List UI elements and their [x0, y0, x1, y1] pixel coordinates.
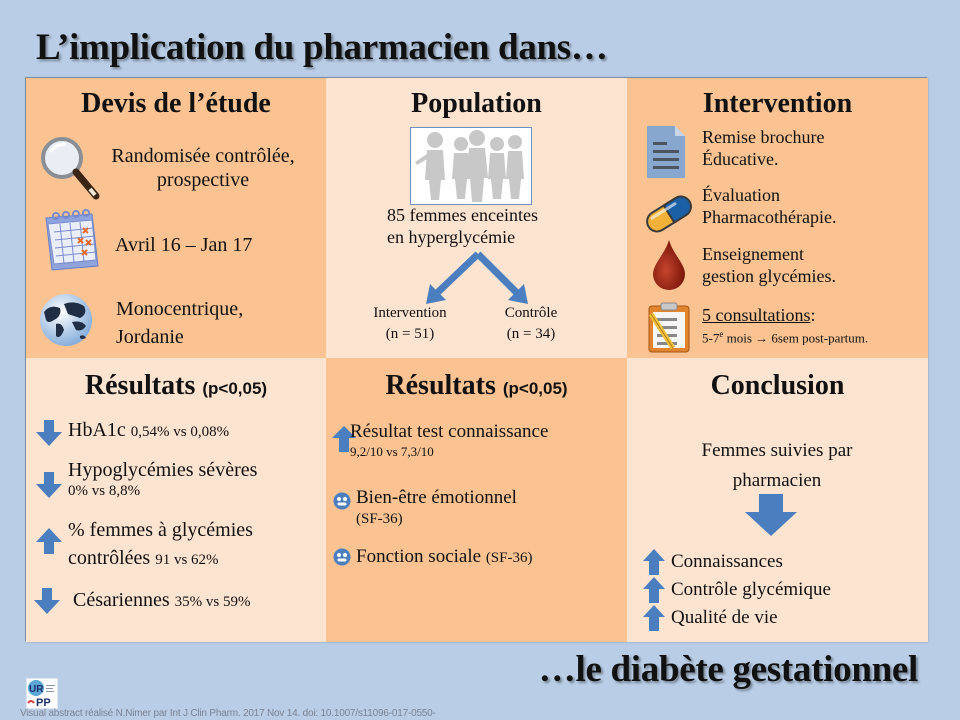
devis-title: Devis de l’étude: [81, 88, 271, 119]
result-cesariennes: Césariennes 35% vs 59%: [73, 589, 251, 611]
devis-period-text: Avril 16 – Jan 17: [115, 234, 253, 256]
globe-icon: [38, 292, 94, 353]
split-arrow-icon: [426, 250, 530, 311]
intervention-title: Intervention: [702, 88, 853, 119]
conclusion-statement: Femmes suivies par pharmacien: [701, 440, 853, 491]
result-glycemies-controlees: % femmes à glycémies contrôlées 91 vs 62…: [68, 519, 253, 569]
cell-population: Population 85 femmes enceintes en hyperg…: [326, 78, 627, 358]
document-icon: [645, 124, 687, 185]
clipboard-icon: [647, 302, 691, 358]
conclusion-item: Qualité de vie: [643, 604, 831, 632]
blood-drop-icon: [651, 238, 687, 295]
branch-intervention: Intervention (n = 51): [373, 305, 447, 342]
face-icon: [333, 548, 351, 571]
resultats2-title: Résultats (p<0,05): [385, 370, 568, 401]
conclusion-item: Connaissances: [643, 548, 831, 576]
intervention-item-consultations: 5 consultations: 5-7e mois → 6sem post-p…: [702, 305, 869, 346]
calendar-icon: [40, 208, 102, 279]
conclusion-list: Connaissances Contrôle glycémique Qualit…: [643, 548, 831, 632]
arrow-up-icon: [643, 549, 665, 575]
population-title: Population: [411, 88, 542, 119]
cell-devis: Devis de l’étude Randomisée contrôlée, p…: [26, 78, 326, 358]
arrow-down-icon: [34, 588, 60, 614]
arrow-up-icon: [332, 426, 356, 452]
cell-resultats-cliniques: Résultats (p<0,05) HbA1c 0,54% vs 0,08% …: [26, 358, 326, 642]
intervention-item-evaluation: Évaluation Pharmacothérapie.: [702, 185, 837, 227]
resultats1-title: Résultats (p<0,05): [84, 370, 268, 401]
population-description: 85 femmes enceintes en hyperglycémie: [387, 205, 538, 247]
intervention-item-brochure: Remise brochure Éducative.: [702, 127, 825, 169]
svg-text:UR: UR: [29, 684, 44, 695]
page-title: L’implication du pharmacien dans…: [36, 27, 608, 68]
result-bien-etre: Bien-être émotionnel (SF-36): [356, 487, 517, 527]
arrow-down-icon: [36, 472, 62, 498]
pill-icon: [643, 192, 695, 241]
magnifier-icon: [38, 134, 102, 207]
devis-location-text: Monocentrique, Jordanie: [116, 298, 244, 348]
arrow-up-icon: [643, 577, 665, 603]
conclusion-title: Conclusion: [710, 370, 845, 401]
intervention-item-enseignement: Enseignement gestion glycémies.: [702, 244, 836, 286]
branch-controle: Contrôle (n = 34): [504, 305, 558, 342]
people-group-image: [410, 127, 532, 205]
result-test-connaissance: Résultat test connaissance 9,2/10 vs 7,3…: [350, 421, 549, 459]
arrow-down-icon: [745, 494, 797, 536]
svg-text:PP: PP: [36, 697, 51, 708]
result-fonction-sociale: Fonction sociale (SF-36): [356, 546, 533, 567]
arrow-up-icon: [36, 528, 62, 554]
result-hypoglycemies: Hypoglycémies sévères 0% vs 8,8%: [68, 459, 258, 499]
footer-title: …le diabète gestationnel: [538, 649, 919, 690]
arrow-down-icon: [36, 420, 62, 446]
urpp-logo: UR PP: [26, 678, 58, 709]
cell-intervention: Intervention Remise brochure Éducative.: [627, 78, 928, 358]
credit-line: Visual abstract réalisé N.Nimer par Int …: [20, 708, 436, 719]
conclusion-item: Contrôle glycémique: [643, 576, 831, 604]
arrow-up-icon: [643, 605, 665, 631]
face-icon: [333, 492, 351, 515]
cell-conclusion: Conclusion Femmes suivies par pharmacien…: [627, 358, 928, 642]
result-hba1c: HbA1c 0,54% vs 0,08%: [68, 419, 230, 441]
devis-design-text: Randomisée contrôlée, prospective: [111, 145, 295, 191]
abstract-grid: Devis de l’étude Randomisée contrôlée, p…: [25, 77, 928, 642]
cell-resultats-qualite-vie: Résultats (p<0,05) Résultat test connais…: [326, 358, 627, 642]
